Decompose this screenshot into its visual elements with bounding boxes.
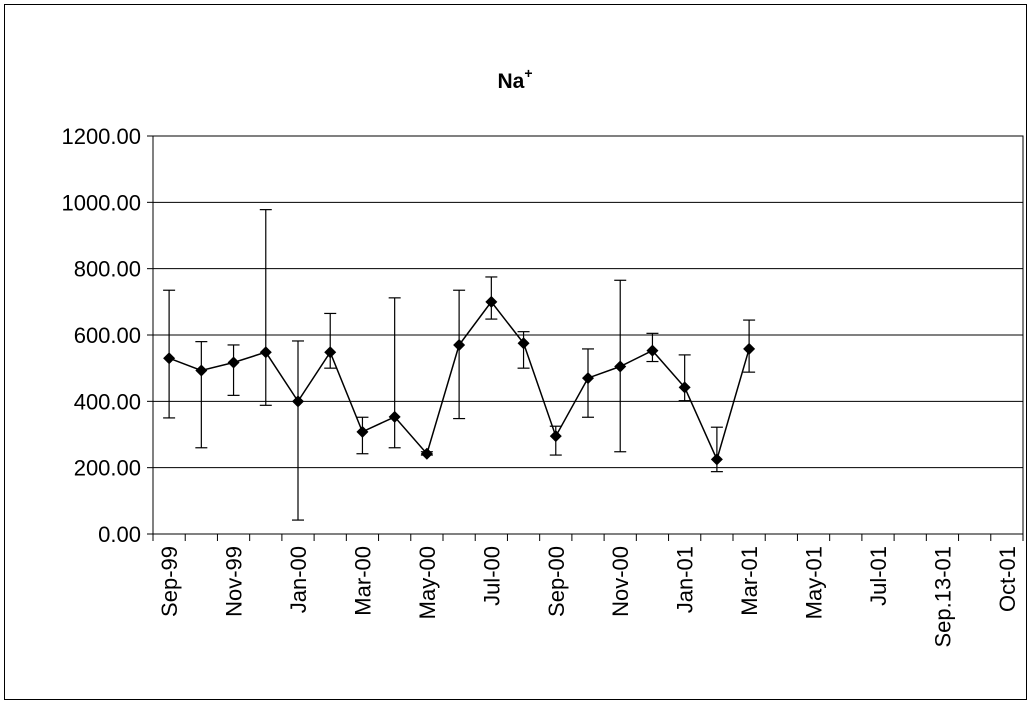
y-tick-label: 600.00 [74,323,141,348]
data-point [614,360,627,373]
error-bar [453,289,466,420]
data-point [743,342,756,355]
x-tick-label: Jan-01 [673,546,698,613]
y-tick-label: 200.00 [74,456,141,481]
error-bar [292,340,304,521]
error-bar [227,344,240,396]
x-tick-label: May-00 [415,546,440,619]
x-tick-label: Sep-99 [157,546,182,617]
y-tick-label: 1000.00 [61,190,141,215]
data-point [195,364,208,377]
chart-title-superscript: + [524,65,532,81]
chart-title: Na+ [497,65,532,93]
data-point [356,425,369,438]
error-bar [195,341,208,449]
x-tick-label: Jan-00 [286,546,311,613]
x-tick-label: Sep.13-01 [930,546,955,648]
y-axis-ticks: 0.00 200.00 400.00 600.00 800.00 1000.00 1200.… [61,124,153,547]
data-point [549,430,562,443]
data-point [163,352,176,365]
x-axis-ticks: Sep-99 Nov-99 Jan-00 Mar-00 May-00 Jul-00 Sep-… [152,534,1024,648]
chart-title-main: Na [497,70,524,93]
series-markers [163,295,756,466]
error-bar [388,297,401,449]
x-tick-label: Mar-01 [737,546,762,616]
x-tick-label: Sep-00 [544,546,569,617]
data-point [420,447,433,460]
error-bar [678,354,691,402]
x-tick-label: Nov-99 [222,546,247,617]
data-point [292,395,304,408]
data-point [517,337,530,350]
y-tick-label: 0.00 [98,522,141,547]
data-point [227,356,240,369]
x-tick-label: May-01 [802,546,827,619]
na-chart: Na+ 0.00 200.00 400.00 600.00 800.00 1000.00 1… [61,65,1024,648]
x-tick-label: Nov-00 [608,546,633,617]
data-point [388,410,401,423]
data-point [678,381,691,394]
y-tick-label: 1200.00 [61,124,141,149]
gridlines [153,135,1023,535]
data-point [324,346,337,359]
error-bar [259,209,272,406]
data-point [259,346,272,359]
data-point [485,295,498,308]
data-point [582,372,594,385]
x-tick-label: Oct-01 [995,546,1020,612]
y-tick-label: 400.00 [74,389,141,414]
error-bars [163,209,756,521]
data-point [453,338,466,351]
x-tick-label: Jul-00 [479,546,504,606]
y-tick-label: 800.00 [74,257,141,282]
x-tick-label: Mar-00 [350,546,375,616]
x-tick-label: Jul-01 [866,546,891,606]
error-bar [324,312,337,369]
chart-frame: Na+ 0.00 200.00 400.00 600.00 800.00 1000.00 1… [4,4,1027,700]
data-point [646,344,659,357]
data-point [710,453,723,466]
